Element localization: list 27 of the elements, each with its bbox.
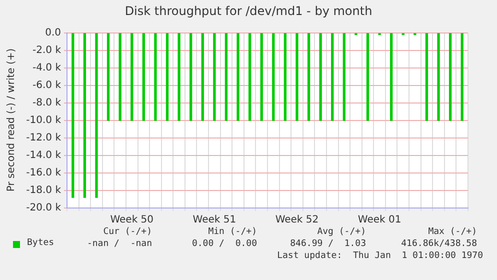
text: -nan / -nan — [86, 239, 152, 249]
text: 416.86k/438.58 — [401, 239, 477, 249]
y-tick-label: -20.0 k — [26, 202, 62, 214]
legend-label: Bytes — [27, 238, 54, 248]
x-tick-label: Week 52 — [275, 214, 319, 226]
text: Last update: Thu Jan 1 01:00:00 1970 — [277, 251, 483, 261]
text: Avg (-/+) — [317, 227, 366, 237]
y-tick-label: -4.0 k — [32, 62, 62, 74]
y-tick-label: -16.0 k — [26, 168, 62, 179]
text: Cur (-/+) — [103, 227, 152, 237]
x-tick-label: Week 50 — [110, 214, 154, 226]
y-tick-label: -6.0 k — [32, 80, 62, 92]
y-tick-label: -18.0 k — [26, 185, 62, 196]
x-tick-label: Week 01 — [358, 214, 402, 226]
y-tick-label: -12.0 k — [26, 132, 62, 144]
y-tick-label: 0.0 — [45, 28, 61, 39]
text: Min (-/+) — [208, 227, 257, 237]
chart-title: Disk throughput for /dev/md1 - by month — [124, 4, 374, 18]
y-tick-label: -10.0 k — [26, 115, 62, 126]
y-tick-label: -14.0 k — [26, 150, 62, 162]
text: 0.00 / 0.00 — [192, 239, 257, 249]
y-axis-title: Pr second read (-) / write (+) — [6, 48, 17, 192]
text: Max (-/+) — [428, 227, 477, 237]
text: 846.99 / 1.03 — [290, 239, 366, 249]
x-tick-label: Week 51 — [192, 214, 236, 226]
y-tick-label: -8.0 k — [32, 98, 62, 109]
y-tick-label: -2.0 k — [32, 45, 62, 56]
